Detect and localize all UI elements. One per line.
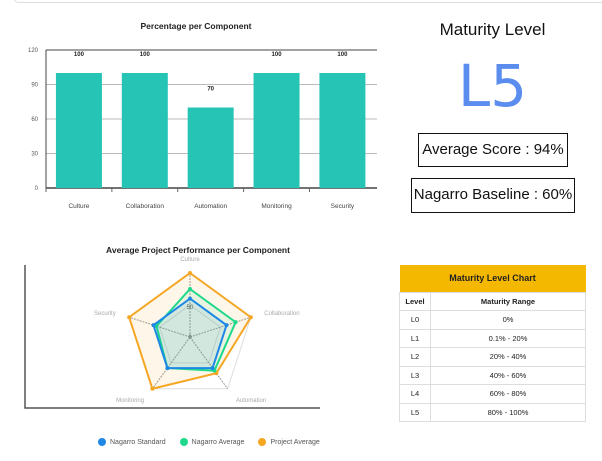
level-cell: L1 — [399, 328, 431, 348]
range-cell: 20% - 40% — [430, 347, 586, 367]
radar-spoke — [189, 336, 229, 390]
table-title: Maturity Level Chart — [399, 265, 586, 292]
radar-series-project-average — [127, 271, 253, 390]
x-tick-label: Automation — [194, 203, 227, 210]
table-row: L0 0% — [399, 310, 586, 330]
bar-chart-title: Percentage per Component — [141, 21, 252, 31]
legend-item[interactable]: Project Average — [258, 438, 320, 446]
level-cell: L4 — [399, 384, 431, 404]
radar-spoke — [189, 316, 252, 338]
radar-point — [127, 315, 132, 320]
radar-grid — [158, 304, 222, 364]
y-tick-label: 0 — [35, 186, 39, 192]
table-row: L4 60% - 80% — [399, 384, 586, 404]
col-header-range: Maturity Range — [430, 291, 586, 311]
x-tick-label: Security — [331, 203, 355, 210]
data-label: 100 — [337, 52, 348, 58]
data-label: 100 — [272, 52, 283, 58]
radar-axis-label: Security — [94, 311, 116, 317]
x-tick-label: Monitoring — [261, 203, 292, 210]
range-cell: 0% — [430, 310, 586, 330]
table-row: L5 80% - 100% — [399, 402, 586, 422]
bar-monitoring — [253, 73, 300, 188]
radar-point — [210, 366, 215, 371]
radar-point — [154, 324, 159, 329]
level-cell: L3 — [399, 365, 431, 385]
level-cell: L2 — [399, 347, 431, 367]
maturity-level-table: Maturity Level Chart Level Maturity Range… — [399, 265, 586, 422]
radar-axis-label: Automation — [236, 398, 266, 404]
y-tick-label: 120 — [28, 48, 39, 54]
table-row: L3 40% - 60% — [399, 365, 586, 385]
maturity-level-value: L5 — [457, 52, 528, 120]
legend-item[interactable]: Nagarro Standard — [98, 438, 166, 446]
radar-axis-label: Culture — [180, 257, 200, 263]
level-cell: L0 — [399, 310, 431, 330]
radar-axis-label: Collaboration — [264, 311, 299, 317]
range-cell: 0.1% - 20% — [430, 328, 586, 348]
average-score-box: Average Score : 94% — [418, 133, 568, 167]
radar-frame — [24, 265, 320, 409]
data-label: 70 — [207, 87, 214, 93]
bar-collaboration — [121, 73, 168, 188]
radar-point — [165, 366, 170, 371]
bar-security — [319, 73, 366, 188]
data-label: 100 — [140, 52, 151, 58]
range-cell: 40% - 60% — [430, 365, 586, 385]
radar-point — [188, 296, 192, 301]
bar-culture — [55, 73, 102, 188]
baseline-box: Nagarro Baseline : 60% — [411, 178, 575, 213]
data-label: 100 — [74, 52, 85, 58]
radar-series-nagarro-standard — [152, 297, 228, 370]
maturity-level-title: Maturity Level — [439, 20, 546, 39]
legend-label: Project Average — [270, 438, 320, 446]
radar-point — [151, 323, 156, 328]
top-frame — [14, 0, 602, 3]
radar-point — [233, 320, 238, 325]
legend-dot-icon — [258, 438, 267, 446]
radar-point — [150, 386, 155, 391]
y-tick-label: 60 — [31, 117, 38, 123]
radar-point — [188, 287, 192, 291]
radar-chart-title: Average Project Performance per Componen… — [106, 245, 290, 255]
radar-point — [188, 271, 192, 275]
bar-automation — [187, 107, 234, 188]
radar-spoke — [151, 336, 191, 390]
radar-point — [224, 323, 229, 328]
radar-spoke — [128, 316, 191, 338]
y-tick-label: 30 — [31, 152, 38, 158]
range-cell: 80% - 100% — [430, 402, 586, 422]
col-header-level: Level — [399, 291, 431, 311]
table-row: L1 0.1% - 20% — [399, 328, 586, 348]
legend-label: Nagarro Standard — [110, 438, 166, 446]
radar-legend: Nagarro Standard Nagarro Average Project A… — [98, 438, 320, 446]
legend-dot-icon — [179, 438, 188, 446]
range-cell: 60% - 80% — [430, 384, 586, 404]
x-tick-label: Collaboration — [126, 203, 165, 210]
legend-item[interactable]: Nagarro Average — [179, 438, 245, 446]
radar-scale-label: 0 — [188, 335, 192, 341]
x-tick-label: Culture — [68, 203, 89, 210]
radar-axis-label: Monitoring — [116, 398, 144, 404]
legend-dot-icon — [98, 438, 106, 446]
radar-scale-label: 50 — [187, 305, 194, 311]
y-tick-label: 90 — [31, 83, 38, 89]
table-row: L2 20% - 40% — [399, 347, 586, 367]
level-cell: L5 — [399, 402, 431, 422]
radar-point — [248, 315, 253, 320]
legend-label: Nagarro Average — [191, 438, 245, 446]
